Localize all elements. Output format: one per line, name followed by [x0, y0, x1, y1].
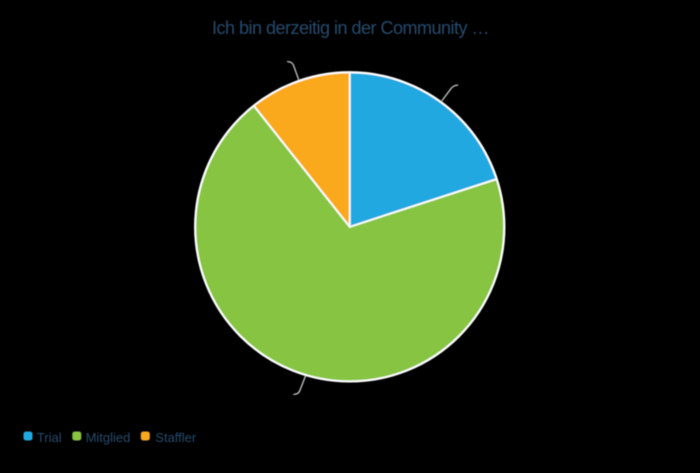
svg-text:Mitglied: Mitglied — [86, 430, 131, 445]
svg-text:Ich bin derzeitig in der Commu: Ich bin derzeitig in der Community … — [212, 18, 489, 38]
svg-text:Trial: Trial — [37, 430, 62, 445]
svg-text:Staffler: Staffler — [155, 430, 197, 445]
